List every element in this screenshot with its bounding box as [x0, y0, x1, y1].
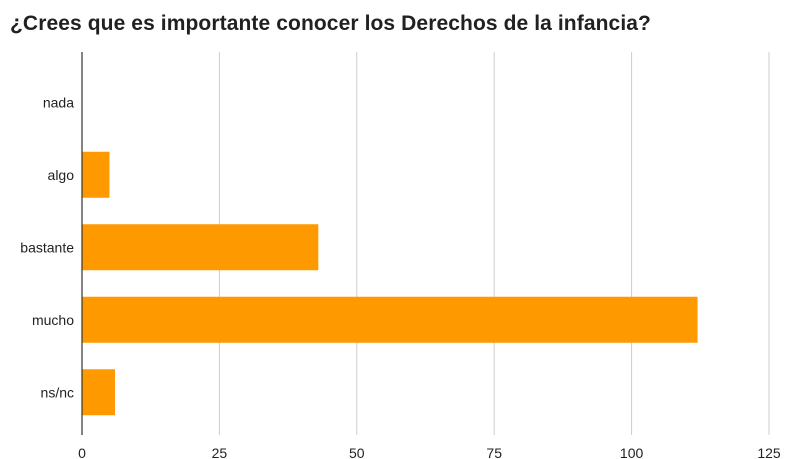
category-label: ns/nc	[41, 384, 74, 400]
bar-mucho	[82, 296, 698, 343]
x-tick-label: 50	[349, 445, 365, 459]
category-label: bastante	[20, 239, 74, 255]
bar-algo	[82, 151, 110, 198]
category-label: nada	[43, 94, 74, 110]
x-tick-label: 25	[212, 445, 228, 459]
x-tick-label: 75	[486, 445, 502, 459]
x-tick-label: 125	[757, 445, 781, 459]
x-tick-label: 0	[78, 445, 86, 459]
category-labels: nada algo bastante mucho ns/nc	[20, 94, 74, 400]
category-label: algo	[48, 167, 75, 183]
bar-bastante	[82, 224, 319, 271]
x-tick-labels: 0 25 50 75 100 125	[78, 445, 781, 459]
category-label: mucho	[32, 312, 74, 328]
bar-ns-nc	[82, 369, 115, 416]
bars	[82, 151, 698, 416]
x-tick-label: 100	[620, 445, 644, 459]
chart-title: ¿Crees que es importante conocer los Der…	[10, 12, 651, 35]
